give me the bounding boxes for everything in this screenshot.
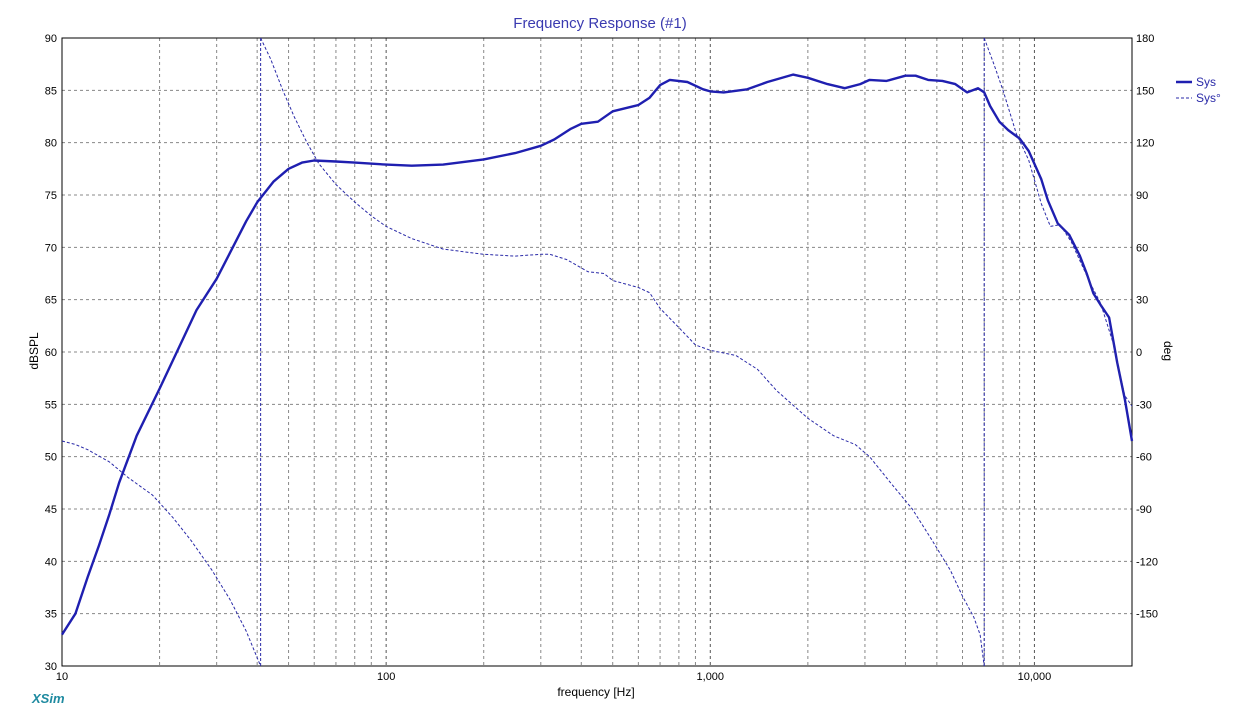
y2-tick-label: -60 (1136, 452, 1152, 464)
y-tick-label: 40 (45, 556, 57, 568)
series-line-sys-phase (260, 37, 985, 667)
y-tick-label: 55 (45, 399, 57, 411)
y-tick-label: 85 (45, 85, 57, 97)
y2-tick-label: -90 (1136, 504, 1152, 516)
x-tick-label: 10 (56, 671, 68, 683)
y2-axis-label: deg (1161, 341, 1175, 361)
y2-tick-label: 180 (1136, 33, 1154, 45)
chart-title: Frequency Response (#1) (513, 15, 686, 32)
legend-label-sys-phase: Sys° (1196, 91, 1221, 105)
y-tick-label: 50 (45, 452, 57, 464)
series-line-sys-phase (61, 440, 262, 667)
y2-tick-label: 120 (1136, 138, 1154, 150)
xsim-logo-text: XSim (31, 691, 65, 706)
y2-tick-label: 0 (1136, 347, 1142, 359)
x-axis-label: frequency [Hz] (557, 685, 634, 699)
series-line-sys (60, 73, 1134, 636)
y2-tick-label: 150 (1136, 85, 1154, 97)
tick-labels: 30 35 40 45 50 55 60 65 70 75 80 85 90 -150 -120 -90 -60… (45, 33, 1158, 683)
y-tick-label: 75 (45, 190, 57, 202)
legend: Sys Sys° (1176, 75, 1221, 105)
plot-frame (61, 37, 1133, 667)
y-tick-label: 70 (45, 242, 57, 254)
y-tick-label: 90 (45, 33, 57, 45)
y2-tick-label: 30 (1136, 295, 1148, 307)
y-tick-label: 65 (45, 295, 57, 307)
x-tick-label: 100 (377, 671, 395, 683)
y-tick-label: 60 (45, 347, 57, 359)
y2-tick-label: -120 (1136, 556, 1158, 568)
x-tick-label: 1,000 (697, 671, 725, 683)
y2-tick-label: -150 (1136, 609, 1158, 621)
grid (62, 38, 1132, 666)
series-layer (60, 37, 1134, 667)
y-tick-label: 45 (45, 504, 57, 516)
y2-tick-label: 60 (1136, 242, 1148, 254)
y-tick-label: 35 (45, 609, 57, 621)
legend-label-sys: Sys (1196, 75, 1216, 89)
x-tick-label: 10,000 (1018, 671, 1052, 683)
series-line-sys-phase (983, 37, 1133, 407)
y-axis-label: dBSPL (27, 332, 41, 370)
y-tick-label: 30 (45, 661, 57, 673)
y-tick-label: 80 (45, 138, 57, 150)
y2-tick-label: 90 (1136, 190, 1148, 202)
y2-tick-label: -30 (1136, 399, 1152, 411)
